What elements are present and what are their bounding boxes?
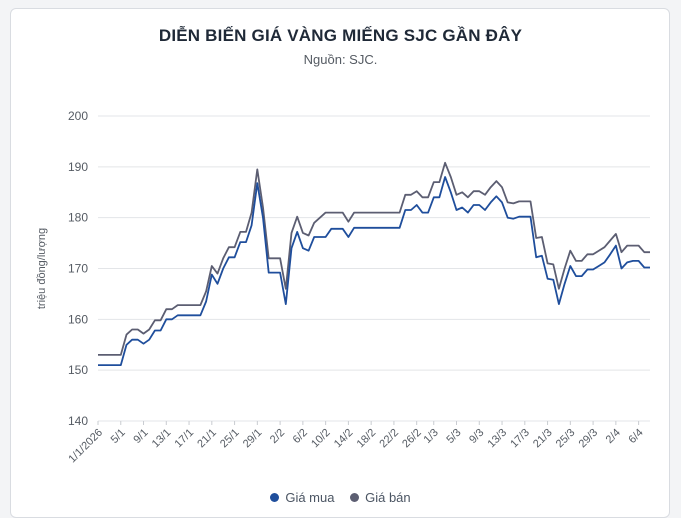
- y-tick-label: 190: [68, 160, 88, 174]
- y-axis-label: triệu đồng/lượng: [36, 228, 48, 309]
- y-tick-label: 150: [68, 363, 88, 377]
- x-tick-label: 18/2: [355, 427, 379, 451]
- x-tick-label: 17/3: [508, 427, 532, 451]
- x-tick-label: 2/2: [268, 427, 287, 446]
- x-tick-label: 13/3: [486, 427, 510, 451]
- legend-marker-gia-mua: [270, 493, 280, 502]
- x-tick-label: 5/1: [109, 427, 128, 446]
- legend-label-gia-ban: Giá bán: [365, 490, 411, 505]
- y-tick-label: 180: [68, 211, 88, 225]
- chart-subtitle: Nguồn: SJC.: [303, 52, 378, 67]
- legend-item-gia-ban[interactable]: Giá bán: [350, 490, 411, 505]
- x-tick-label: 10/2: [309, 427, 333, 451]
- legend-label-gia-mua: Giá mua: [285, 490, 335, 505]
- x-tick-label: 25/1: [218, 427, 242, 451]
- x-tick-label: 22/2: [377, 427, 401, 451]
- chart-card: [10, 8, 670, 518]
- x-tick-label: 14/2: [332, 427, 356, 451]
- y-tick-label: 160: [68, 312, 88, 326]
- x-tick-label: 1/3: [422, 427, 441, 446]
- series-line-giá-bán: [98, 161, 650, 356]
- series-line-giá-mua: [98, 176, 650, 366]
- x-tick-label: 17/1: [173, 427, 197, 451]
- x-tick-label: 5/3: [444, 427, 463, 446]
- chart-title: DIỄN BIẾN GIÁ VÀNG MIẾNG SJC GẦN ĐÂY: [158, 26, 523, 45]
- legend-marker-gia-ban: [350, 493, 360, 502]
- x-tick-label: 9/1: [131, 427, 150, 446]
- y-tick-label: 200: [68, 109, 88, 123]
- x-tick-label: 29/3: [577, 427, 601, 451]
- y-tick-label: 170: [68, 262, 88, 276]
- x-tick-label: 21/3: [531, 427, 555, 451]
- legend-item-gia-mua[interactable]: Giá mua: [270, 490, 334, 505]
- x-tick-label: 9/3: [467, 427, 486, 446]
- x-tick-label: 25/3: [554, 427, 578, 451]
- x-tick-label: 21/1: [195, 427, 219, 451]
- x-tick-label: 1/1/2026: [66, 427, 105, 466]
- x-tick-label: 2/4: [604, 427, 623, 446]
- x-tick-label: 6/2: [291, 427, 310, 446]
- y-tick-label: 140: [68, 414, 88, 428]
- x-tick-label: 29/1: [241, 427, 265, 451]
- x-tick-label: 13/1: [150, 427, 174, 451]
- x-tick-label: 26/2: [400, 427, 424, 451]
- x-tick-label: 6/4: [626, 427, 645, 446]
- chart-legend: Giá mua Giá bán: [0, 490, 681, 505]
